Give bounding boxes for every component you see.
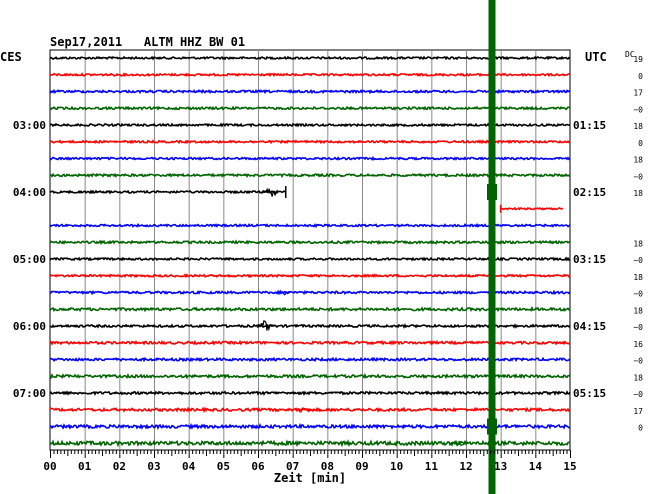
trace-row-4 (49, 122, 571, 128)
trace-row-21 (49, 406, 571, 414)
left-time-label: 06:00 (13, 320, 46, 333)
dc-offset-label: 16 (633, 340, 643, 349)
trace-row-9 (500, 206, 564, 211)
trace-row-10 (49, 222, 571, 229)
right-time-label: 01:15 (573, 119, 606, 132)
trace-row-13 (49, 273, 571, 279)
trace-row-12 (49, 256, 571, 262)
trace-row-0 (49, 55, 571, 61)
trace-row-20 (49, 390, 571, 397)
right-time-label: 03:15 (573, 253, 606, 266)
x-tick-label: 09 (355, 460, 368, 473)
event-3 (294, 407, 312, 413)
chart-title: Sep17,2011 ALTM HHZ BW 01 (50, 35, 245, 49)
right-time-label: 02:15 (573, 186, 606, 199)
dc-offset-label: −0 (633, 172, 643, 181)
x-tick-label: 11 (425, 460, 439, 473)
trace-row-11 (49, 239, 571, 246)
dc-offset-label: −0 (633, 390, 643, 399)
trace-row-7 (49, 172, 571, 178)
trace-row-23 (49, 439, 571, 448)
dc-offset-label: 18 (633, 306, 643, 315)
dc-offset-label: −0 (633, 256, 643, 265)
event-0 (261, 187, 279, 197)
dc-offset-label: −0 (633, 357, 643, 366)
dc-offset-label: −0 (633, 290, 643, 299)
trace-row-3 (49, 105, 571, 111)
x-tick-label: 01 (78, 460, 92, 473)
right-time-label: 05:15 (573, 387, 606, 400)
dc-label: DC (625, 50, 635, 59)
x-axis-label: Zeit [min] (274, 471, 346, 485)
trace-row-19 (49, 372, 571, 380)
dc-offset-label: 19 (633, 55, 643, 64)
left-time-labels: 03:00 04:00 05:00 06:00 07:00 (13, 119, 46, 400)
dc-offset-label: 17 (633, 89, 643, 98)
event-layer (256, 186, 502, 447)
trace-row-2 (49, 88, 571, 95)
dc-offset-label: 18 (633, 373, 643, 382)
trace-row-16 (49, 323, 571, 329)
ces-label: CES (0, 50, 22, 64)
x-tick-label: 15 (563, 460, 576, 473)
event-4 (450, 440, 468, 447)
trace-row-5 (49, 139, 571, 145)
dc-offset-label: 18 (633, 273, 643, 282)
dc-offset-label: −0 (633, 323, 643, 332)
x-tick-label: 02 (113, 460, 126, 473)
dc-offset-label: 18 (633, 239, 643, 248)
trace-row-6 (49, 155, 571, 161)
x-tick-label: 06 (251, 460, 265, 473)
time-marker (488, 0, 496, 494)
dc-offset-label: 18 (633, 189, 643, 198)
dc-offset-label: 18 (633, 156, 643, 165)
x-tick-label: 14 (529, 460, 543, 473)
dc-offset-label: −0 (633, 105, 643, 114)
x-tick-label: 10 (390, 460, 403, 473)
trace-row-15 (49, 305, 571, 313)
grid (49, 49, 571, 451)
right-time-label: 04:15 (573, 320, 606, 333)
dc-offset-label: 0 (638, 72, 643, 81)
dc-offset-labels: 19 0 17 −0 18 0 18 −0 18 18 −0 18 −0 18 −0 16 −0 18 −0 17 0 (633, 55, 643, 433)
trace-row-8 (49, 189, 286, 195)
marker-layer (487, 0, 497, 494)
x-tick-label: 05 (217, 460, 230, 473)
event-1 (256, 319, 274, 332)
x-tick-label: 08 (321, 460, 334, 473)
event-2 (274, 289, 291, 296)
trace-layer (49, 55, 571, 448)
left-time-label: 07:00 (13, 387, 46, 400)
trace-row-22 (49, 422, 571, 430)
dc-offset-label: 18 (633, 122, 643, 131)
x-tick-label: 13 (494, 460, 507, 473)
trace-row-14 (49, 289, 571, 296)
right-time-labels: 01:15 02:15 03:15 04:15 05:15 (573, 119, 606, 400)
x-axis: 00 01 02 03 04 05 06 07 08 09 10 11 12 13 14 15 (43, 450, 577, 473)
x-tick-label: 04 (182, 460, 196, 473)
x-tick-label: 03 (147, 460, 160, 473)
trace-row-1 (49, 72, 571, 78)
trace-row-18 (49, 356, 571, 363)
x-tick-label: 12 (459, 460, 472, 473)
dc-offset-label: 17 (633, 407, 643, 416)
dc-offset-label: 0 (638, 424, 643, 433)
left-time-label: 04:00 (13, 186, 46, 199)
dc-offset-label: 0 (638, 139, 643, 148)
marker-bulge (487, 418, 497, 435)
left-time-label: 03:00 (13, 119, 46, 132)
x-tick-label: 07 (286, 460, 299, 473)
marker-bulge (487, 184, 497, 200)
trace-row-17 (49, 339, 571, 346)
x-tick-label: 00 (43, 460, 56, 473)
utc-label: UTC (585, 50, 607, 64)
left-time-label: 05:00 (13, 253, 46, 266)
